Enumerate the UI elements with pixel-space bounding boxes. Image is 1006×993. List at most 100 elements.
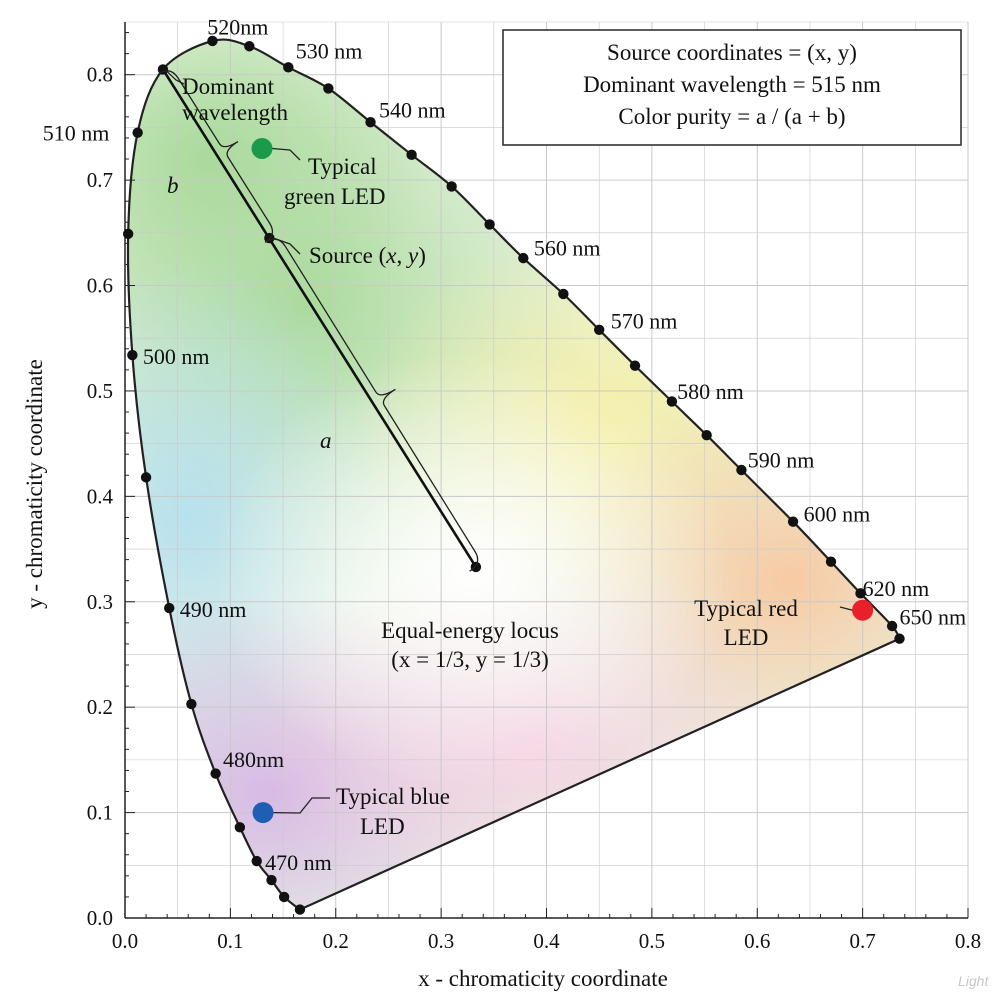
axes: 0.0 0.1 0.2 0.3 0.4 0.5 0.6 0.7 0.8 0.0 0.1 0.2 0.3 0… — [87, 22, 981, 953]
y-tick-label: 0.8 — [87, 63, 113, 87]
x-axis-title: x - chromaticity coordinate — [418, 966, 668, 991]
locus-point — [127, 349, 138, 361]
y-tick-label: 0.2 — [87, 695, 113, 719]
wavelength-label: 650 nm — [900, 605, 967, 630]
green-led-leader — [271, 147, 301, 161]
wavelength-label: 580 nm — [677, 379, 744, 404]
locus-point — [140, 472, 152, 483]
equal-energy-point — [470, 561, 482, 573]
wavelength-label: 600 nm — [804, 501, 871, 526]
info-box-frame — [502, 29, 962, 146]
brace-b-label: b — [167, 173, 179, 198]
x-tick-label: 0.8 — [955, 929, 981, 953]
locus-point — [122, 228, 134, 240]
green-led-label-1: Typical — [308, 154, 377, 179]
locus-point — [323, 83, 334, 94]
locus-point — [629, 360, 641, 371]
locus-point — [825, 556, 837, 567]
wavelength-label: 530 nm — [296, 39, 363, 64]
locus-point — [186, 698, 197, 710]
source-label-y: y — [406, 243, 419, 268]
locus-point — [593, 324, 605, 336]
brace-a-label: a — [320, 428, 332, 453]
wavelength-label: 510 nm — [43, 121, 110, 146]
locus-point — [278, 891, 290, 903]
red-led-leader — [839, 606, 853, 611]
locus-point — [365, 116, 376, 128]
x-tick-label: 0.5 — [639, 929, 665, 953]
locus-point — [406, 149, 417, 161]
blue-led-leader — [273, 797, 330, 814]
blue-led-label-1: Typical blue — [336, 784, 450, 809]
wavelength-label: 560 nm — [534, 236, 601, 261]
locus-point — [518, 252, 529, 264]
y-tick-label: 0.1 — [87, 801, 113, 825]
x-tick-label: 0.7 — [850, 929, 876, 953]
green-led-label-2: green LED — [284, 184, 386, 209]
led-marker — [252, 802, 274, 824]
wavelength-label: 490 nm — [180, 597, 247, 622]
locus-point — [266, 874, 277, 886]
dominant-wavelength-label-1: Dominant — [182, 74, 275, 99]
locus-point — [283, 62, 294, 73]
locus-point — [855, 588, 866, 599]
locus-point — [666, 396, 678, 407]
annotation-marks — [158, 68, 874, 824]
x-tick-label: 0.4 — [533, 929, 560, 953]
source-label-suffix: ) — [418, 243, 426, 268]
locus-point — [886, 620, 898, 632]
locus-point — [244, 41, 255, 52]
source-label: Source (x, y) — [309, 243, 426, 268]
red-led-label-1: Typical red — [694, 596, 798, 621]
locus-point — [294, 904, 306, 915]
source-label-sep: , — [397, 243, 409, 268]
locus-point — [207, 35, 218, 47]
credit-watermark: Light — [958, 973, 989, 989]
info-line-dominant: Dominant wavelength = 515 nm — [583, 72, 881, 97]
locus-point — [251, 855, 262, 867]
wavelength-labels: 520nm 530 nm 540 nm 510 nm 560 nm 570 nm 580 n… — [43, 14, 966, 875]
red-led-label-2: LED — [724, 625, 769, 650]
locus-point — [164, 602, 175, 614]
wavelength-label: 540 nm — [379, 98, 446, 123]
y-tick-label: 0.7 — [87, 168, 113, 192]
x-tick-label: 0.2 — [323, 929, 349, 953]
locus-point — [484, 219, 495, 230]
wavelength-label: 590 nm — [748, 448, 815, 473]
y-axis-title: y - chromaticity coordinate — [22, 359, 47, 609]
locus-point — [132, 127, 143, 138]
source-leader — [273, 237, 301, 255]
wavelength-label: 520nm — [207, 14, 268, 39]
x-tick-label: 0.3 — [428, 929, 454, 953]
wavelength-label: 470 nm — [265, 850, 332, 875]
x-tick-label: 0.1 — [217, 929, 243, 953]
blue-led-label-2: LED — [360, 814, 405, 839]
spectral-locus — [122, 35, 905, 915]
source-label-x: x — [385, 243, 397, 268]
wavelength-label: 620 nm — [863, 576, 930, 601]
y-tick-label: 0.0 — [87, 906, 113, 930]
locus-point — [446, 181, 457, 192]
x-tick-label: 0.0 — [112, 929, 138, 953]
dominant-leader — [166, 70, 185, 85]
locus-point — [736, 464, 747, 476]
y-tick-label: 0.6 — [87, 274, 113, 298]
source-label-prefix: Source ( — [309, 243, 386, 268]
locus-point — [558, 288, 569, 300]
equal-energy-label-1: Equal-energy locus — [381, 618, 559, 643]
y-tick-label: 0.5 — [87, 379, 113, 403]
wavelength-label: 570 nm — [611, 308, 678, 333]
led-marker — [251, 137, 273, 159]
info-line-source: Source coordinates = (x, y) — [607, 40, 857, 65]
wavelength-label: 500 nm — [143, 344, 210, 369]
equal-energy-label-2: (x = 1/3, y = 1/3) — [391, 647, 549, 672]
y-tick-label: 0.4 — [87, 484, 114, 508]
locus-point — [210, 768, 221, 779]
x-tick-label: 0.6 — [744, 929, 770, 953]
dominant-wavelength-label-2: wavelength — [182, 100, 289, 125]
led-marker — [852, 599, 874, 621]
wavelength-label: 480nm — [223, 747, 284, 772]
info-line-purity: Color purity = a / (a + b) — [618, 104, 845, 129]
